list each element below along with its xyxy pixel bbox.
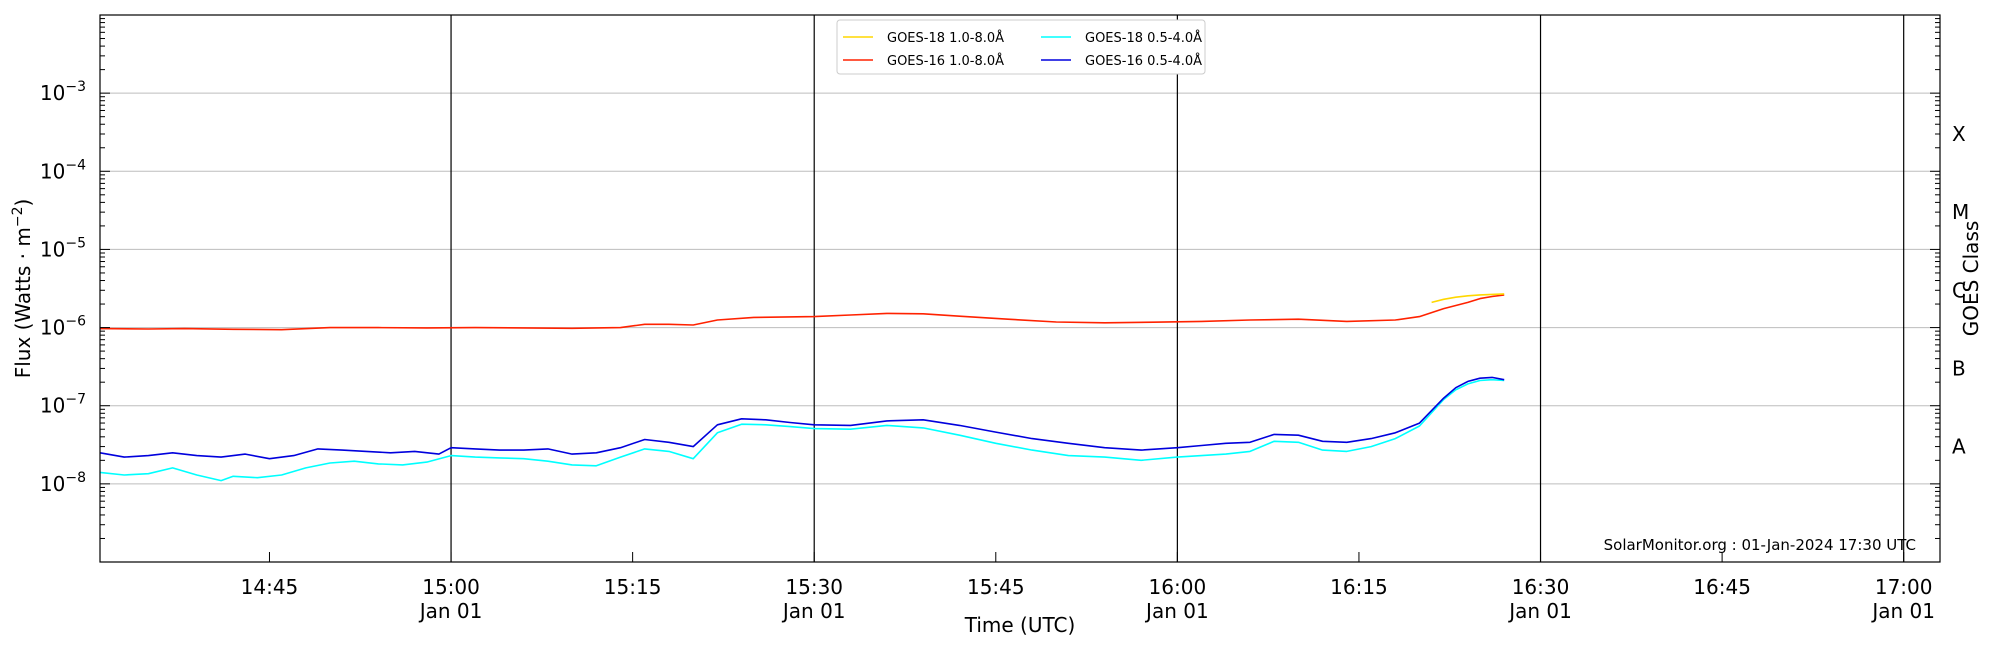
x-tick-sublabel: Jan 01 — [1507, 599, 1572, 623]
y-axis-title: Flux (Watts · m−2) — [10, 199, 35, 379]
goes-class-axis-title: GOES Class — [1959, 221, 1983, 337]
y-tick-base: 10 — [40, 159, 65, 183]
y-tick-label: 10−3 — [40, 79, 86, 105]
y-tick-exponent: −3 — [65, 79, 86, 95]
y-tick-label: 10−4 — [40, 157, 86, 183]
legend-label: GOES-18 0.5-4.0Å — [1085, 30, 1202, 46]
goes-class-label: X — [1952, 122, 1966, 146]
x-tick-sublabel: Jan 01 — [781, 599, 846, 623]
goes-class-labels: A B C M X — [1952, 122, 1969, 459]
goes-class-label: A — [1952, 435, 1966, 459]
y-tick-base: 10 — [40, 316, 65, 340]
legend-label: GOES-18 1.0-8.0Å — [887, 30, 1004, 46]
axis-ticks — [100, 18, 1940, 563]
x-tick-label: 17:00 — [1875, 575, 1933, 599]
series-line-1 — [99, 294, 1505, 331]
plot-frame — [99, 14, 1941, 563]
y-tick-exponent: −6 — [65, 314, 86, 330]
x-tick-label: 15:15 — [604, 575, 662, 599]
series-line-0 — [1431, 293, 1505, 304]
x-tick-sublabel: Jan 01 — [418, 599, 483, 623]
series-line-3 — [99, 376, 1505, 460]
y-tick-exponent: −7 — [65, 392, 86, 408]
grid-lines — [100, 92, 1940, 485]
x-tick-label: 14:45 — [241, 575, 299, 599]
legend: GOES-18 1.0-8.0Å GOES-18 0.5-4.0Å GOES-16 … — [836, 19, 1206, 75]
y-tick-label: 10−6 — [40, 314, 86, 340]
x-tick-label: 15:45 — [967, 575, 1025, 599]
x-tick-label: 16:45 — [1693, 575, 1751, 599]
legend-label: GOES-16 0.5-4.0Å — [1085, 53, 1202, 69]
y-tick-exponent: −4 — [65, 157, 86, 173]
x-tick-sublabel: Jan 01 — [1870, 599, 1935, 623]
series-line-2 — [99, 378, 1505, 482]
time-marker-lines — [450, 15, 1905, 562]
series-lines — [99, 293, 1505, 482]
y-tick-base: 10 — [40, 394, 65, 418]
y-tick-labels: 10−810−710−610−510−410−3 — [40, 79, 86, 496]
x-tick-label: 16:00 — [1149, 575, 1207, 599]
goes-class-label: M — [1952, 200, 1969, 224]
legend-label: GOES-16 1.0-8.0Å — [887, 53, 1004, 69]
y-tick-base: 10 — [40, 237, 65, 261]
y-tick-label: 10−8 — [40, 470, 86, 496]
x-tick-sublabel: Jan 01 — [1144, 599, 1209, 623]
y-tick-exponent: −5 — [65, 235, 86, 251]
y-tick-label: 10−5 — [40, 235, 86, 261]
credit-text: SolarMonitor.org : 01-Jan-2024 17:30 UTC — [1604, 536, 1916, 554]
goes-class-label: B — [1952, 356, 1966, 380]
goes-class-label: C — [1952, 278, 1966, 302]
y-tick-label: 10−7 — [40, 392, 86, 418]
x-tick-label: 16:30 — [1512, 575, 1570, 599]
x-tick-label: 15:00 — [422, 575, 480, 599]
y-tick-exponent: −8 — [65, 470, 86, 486]
x-axis-title: Time (UTC) — [964, 613, 1076, 637]
x-tick-label: 15:30 — [785, 575, 843, 599]
x-tick-label: 16:15 — [1330, 575, 1388, 599]
legend-box — [836, 19, 1206, 75]
y-tick-base: 10 — [40, 472, 65, 496]
y-tick-base: 10 — [40, 81, 65, 105]
